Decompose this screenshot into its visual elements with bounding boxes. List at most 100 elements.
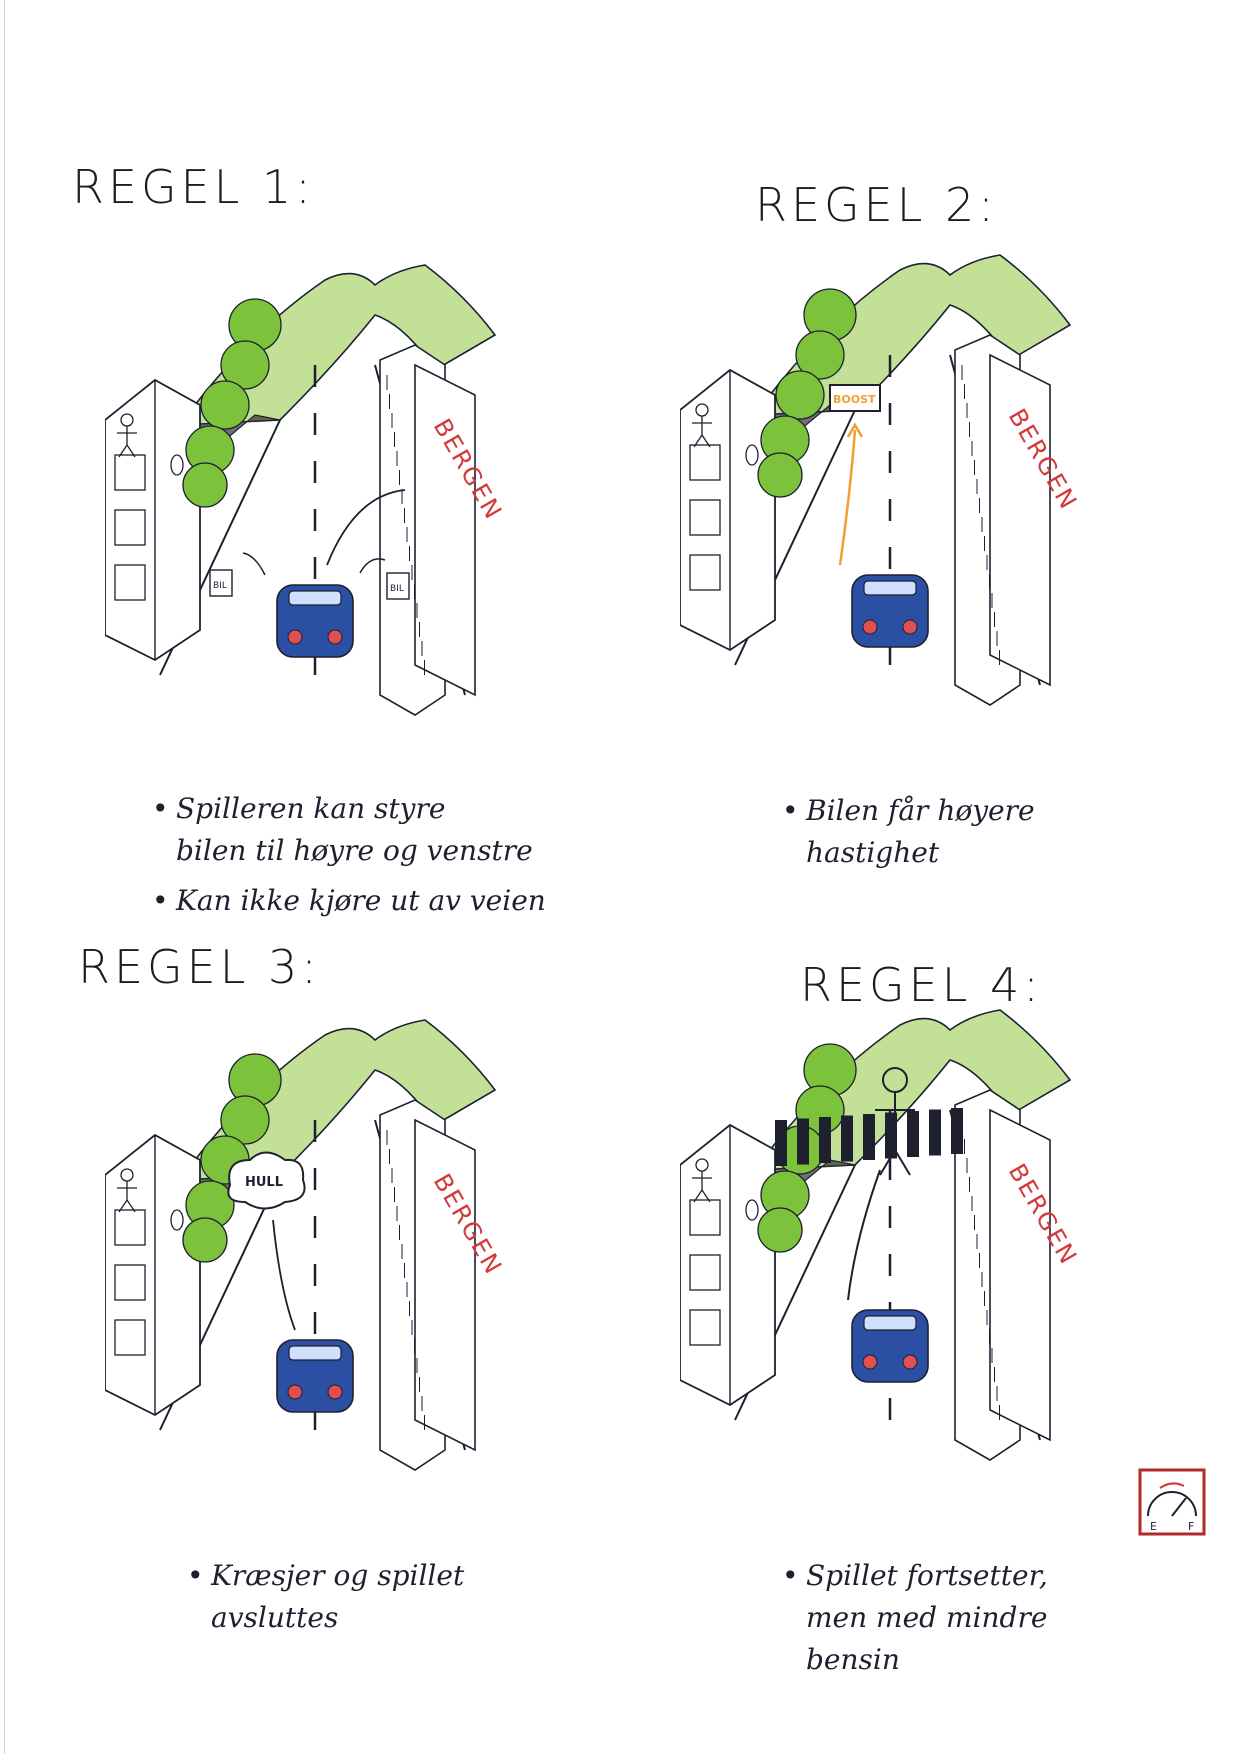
building-window bbox=[114, 1264, 146, 1301]
car-light bbox=[287, 1384, 303, 1400]
stick-figure-body bbox=[117, 426, 137, 458]
rule-3-description: Kræsjer og spillet avsluttes bbox=[185, 1555, 464, 1639]
bil-sign-right bbox=[386, 572, 410, 600]
bil-label-right: BIL bbox=[390, 584, 404, 594]
rule-2-bullet-1-line-1: Bilen får høyere bbox=[806, 794, 1035, 827]
rule-2-bullet-1: Bilen får høyere bbox=[780, 790, 1035, 832]
crosswalk-stripe bbox=[863, 1114, 875, 1160]
left-building bbox=[680, 368, 776, 652]
rule-1-bullet-1-line-1: Spilleren kan styre bbox=[176, 792, 446, 825]
building-round-window bbox=[745, 1199, 759, 1221]
rule-4-description: Spillet fortsetter, men med mindre bensi… bbox=[780, 1555, 1048, 1681]
rule-3-bullet-1: Kræsjer og spillet bbox=[185, 1555, 464, 1597]
tree bbox=[795, 330, 845, 380]
rule-1-bullet-2-line-1: Kan ikke kjøre ut av veien bbox=[176, 884, 546, 917]
rule-2-bullet-1-line-2: hastighet bbox=[806, 836, 940, 869]
bergen-wall bbox=[414, 363, 476, 697]
crosswalk-stripe bbox=[775, 1120, 787, 1166]
crash-arrow bbox=[272, 1219, 296, 1331]
stick-figure-body bbox=[692, 416, 712, 448]
car-windshield bbox=[288, 1345, 342, 1361]
rule-4-bullet-1-cont-2: bensin bbox=[780, 1639, 1048, 1681]
pedestrian-body bbox=[875, 1092, 915, 1176]
crosswalk-stripe bbox=[797, 1118, 809, 1165]
rule-4-title: REGEL 4: bbox=[800, 958, 1043, 1012]
building-window bbox=[114, 454, 146, 491]
rule-3-bullet-1-cont: avsluttes bbox=[185, 1597, 464, 1639]
fuel-gauge-e-label: E bbox=[1150, 1520, 1157, 1533]
car-light bbox=[327, 1384, 343, 1400]
crosswalk-stripe bbox=[841, 1115, 853, 1162]
building-window bbox=[689, 499, 721, 536]
left-building bbox=[105, 1133, 201, 1417]
building-window bbox=[114, 509, 146, 546]
off-road-arrow bbox=[326, 489, 406, 566]
bil-sign-left bbox=[209, 569, 233, 597]
boost-arrow-head bbox=[846, 422, 864, 438]
bil-label-left: BIL bbox=[213, 581, 227, 591]
rule-1-bullet-1: Spilleren kan styre bbox=[150, 788, 546, 830]
boost-box bbox=[829, 384, 881, 412]
car-windshield bbox=[288, 590, 342, 606]
building-window bbox=[689, 1254, 721, 1291]
building-round-window bbox=[170, 454, 184, 476]
fuel-gauge-arrow bbox=[1159, 1482, 1185, 1489]
building-window bbox=[689, 444, 721, 481]
tree bbox=[775, 370, 825, 420]
bergen-wall bbox=[414, 1118, 476, 1452]
building-window bbox=[114, 1319, 146, 1356]
tree bbox=[220, 340, 270, 390]
rule-2-bullet-1-cont: hastighet bbox=[780, 832, 1035, 874]
stick-figure-body bbox=[117, 1181, 137, 1213]
hole-outline bbox=[227, 1151, 306, 1210]
car-light bbox=[902, 1354, 918, 1370]
car-light bbox=[287, 629, 303, 645]
stick-figure-body bbox=[692, 1171, 712, 1203]
crosswalk-stripe bbox=[951, 1108, 963, 1154]
building-window bbox=[114, 1209, 146, 1246]
tree bbox=[757, 452, 803, 498]
left-building bbox=[680, 1123, 776, 1407]
car-windshield bbox=[863, 580, 917, 596]
tree bbox=[182, 1217, 228, 1263]
crosswalk-stripe bbox=[929, 1109, 941, 1156]
building-window bbox=[689, 554, 721, 591]
tree bbox=[200, 380, 250, 430]
crosswalk-stripe bbox=[907, 1111, 919, 1157]
rule-4-bullet-1-cont: men med mindre bbox=[780, 1597, 1048, 1639]
rule-4-bullet-1-line-1: Spillet fortsetter, bbox=[806, 1559, 1048, 1592]
fuel-gauge-icon: E F bbox=[1138, 1468, 1206, 1536]
tree bbox=[182, 462, 228, 508]
building-window bbox=[689, 1309, 721, 1346]
fuel-gauge-needle bbox=[1171, 1497, 1187, 1517]
fuel-gauge-f-label: F bbox=[1188, 1520, 1194, 1533]
rule-2-title: REGEL 2: bbox=[755, 178, 998, 232]
scan-edge bbox=[4, 0, 5, 1754]
car-light bbox=[862, 1354, 878, 1370]
building-round-window bbox=[170, 1209, 184, 1231]
car-light bbox=[327, 629, 343, 645]
steer-left-arrow bbox=[242, 552, 266, 576]
building-window bbox=[689, 1199, 721, 1236]
building-round-window bbox=[745, 444, 759, 466]
tree bbox=[757, 1207, 803, 1253]
rule-4-bullet-1: Spillet fortsetter, bbox=[780, 1555, 1048, 1597]
rule-4-illustration: BERGEN bbox=[680, 1009, 1083, 1461]
hole-label: HULL bbox=[245, 1175, 283, 1190]
boost-arrow bbox=[838, 429, 857, 566]
left-building bbox=[105, 378, 201, 662]
bergen-wall bbox=[989, 353, 1051, 687]
rule-4-bullet-1-line-3: bensin bbox=[806, 1643, 900, 1676]
rule-3-bullet-1-line-1: Kræsjer og spillet bbox=[211, 1559, 465, 1592]
street-scene: BERGEN bbox=[680, 1009, 1083, 1461]
boost-label: BOOST bbox=[833, 393, 876, 406]
car-windshield bbox=[863, 1315, 917, 1331]
rule-4-bullet-1-line-2: men med mindre bbox=[806, 1601, 1048, 1634]
